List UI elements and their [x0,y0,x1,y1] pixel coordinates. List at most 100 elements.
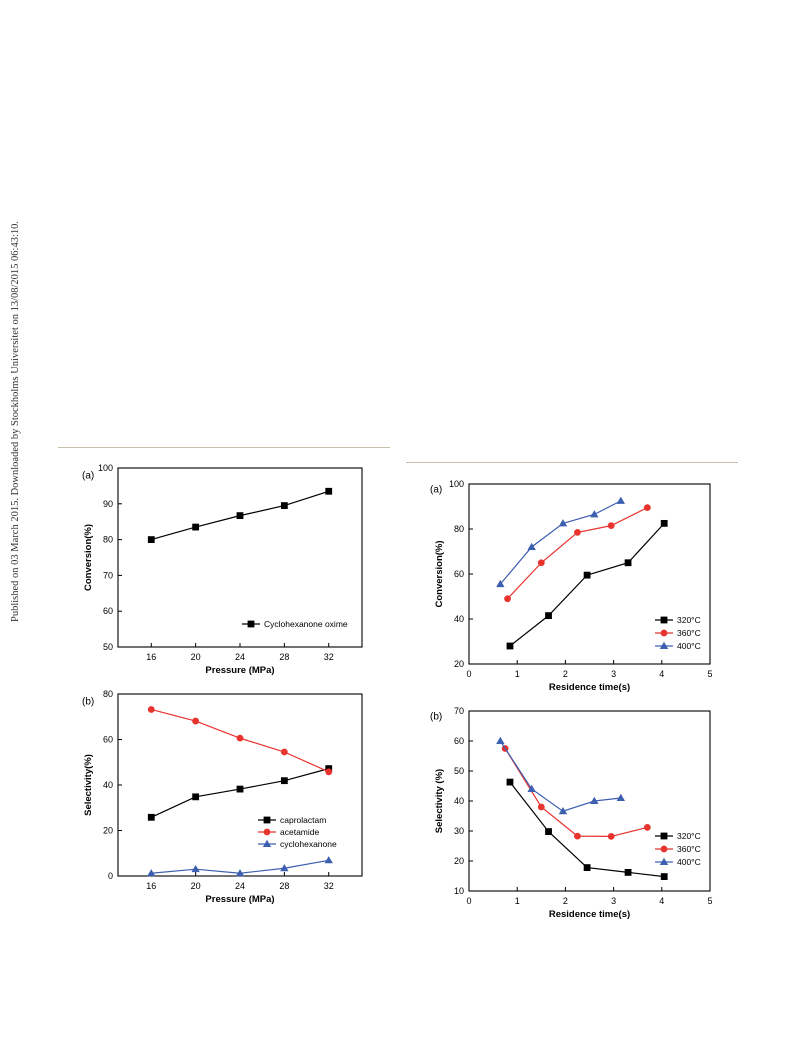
x-tick-label: 0 [466,896,471,906]
y-tick-label: 70 [103,570,113,580]
data-point [325,487,333,495]
series-line [499,740,621,812]
left-divider-rule [58,447,390,448]
panel-label: (b) [430,711,442,722]
y-tick-label: 50 [454,766,464,776]
data-point [583,864,591,871]
x-tick-label: 24 [235,881,245,891]
x-tick-label: 28 [279,881,289,891]
y-axis-label: Conversion(%) [434,540,445,607]
data-point [558,519,568,527]
x-tick-label: 5 [707,669,712,679]
y-tick-label: 80 [454,524,464,534]
plot-frame [468,710,711,892]
data-point [147,536,155,543]
x-axis-label: Residence time(s) [549,909,630,920]
panel-label: (a) [82,470,94,481]
data-point [537,559,545,567]
legend-marker [660,845,668,853]
data-point [147,813,155,821]
y-tick-label: 50 [103,642,113,652]
legend-marker [660,616,668,624]
x-tick-label: 4 [659,669,664,679]
data-point [280,502,288,509]
y-tick-label: 60 [103,735,113,745]
data-point [574,832,581,840]
legend-label: cyclohexanone [280,839,337,849]
panel-label: (b) [82,696,94,707]
x-tick-label: 20 [191,652,201,662]
legend-marker [659,857,669,865]
x-tick-label: 4 [659,896,664,906]
legend-label: acetamide [280,827,319,837]
legend-marker [247,620,255,628]
data-point [496,579,505,588]
y-tick-label: 30 [454,826,464,836]
data-point [545,828,552,835]
data-point [325,768,333,776]
x-tick-label: 5 [707,896,712,906]
data-point [660,873,668,880]
legend-label: 320°C [677,831,701,841]
x-tick-label: 2 [563,896,568,906]
data-point [624,559,632,567]
x-tick-label: 28 [279,652,289,662]
y-tick-label: 20 [454,856,464,866]
y-tick-label: 40 [454,614,464,624]
data-point [607,522,615,530]
data-point [506,642,514,650]
data-point [660,519,668,527]
data-point [280,777,288,785]
data-point [590,510,599,518]
x-tick-label: 3 [611,896,616,906]
data-point [624,869,632,876]
data-point [506,778,514,786]
legend-label: 360°C [677,628,701,638]
data-point [191,864,200,873]
x-axis-label: Residence time(s) [549,682,630,693]
data-point [192,523,200,531]
data-point [192,793,200,801]
y-axis-label: Selectivity(%) [83,754,94,816]
y-axis-label: Conversion(%) [83,524,94,591]
y-tick-label: 70 [454,706,464,716]
legend-label: Cyclohexanone oxime [264,619,348,629]
data-point [527,542,536,550]
data-point [574,528,581,536]
data-point [236,785,244,793]
legend-label: 360°C [677,844,701,854]
x-tick-label: 3 [611,669,616,679]
y-tick-label: 90 [103,499,113,509]
data-point [643,824,651,831]
y-tick-label: 40 [103,780,113,790]
data-point [537,803,545,811]
y-tick-label: 20 [454,659,464,669]
data-point [607,833,615,840]
y-tick-label: 0 [108,871,113,881]
x-axis-label: Pressure (MPa) [205,665,274,676]
y-tick-label: 100 [98,463,113,473]
y-tick-label: 60 [454,736,464,746]
data-point [545,612,552,620]
legend-label: caprolactam [280,815,326,825]
legend-marker [263,816,271,824]
data-point [236,734,244,742]
data-point [616,496,626,504]
legend-marker [262,839,272,847]
x-tick-label: 1 [515,669,520,679]
x-tick-label: 16 [146,881,156,891]
data-point [236,512,244,520]
data-point [643,504,651,512]
legend-marker [263,828,271,836]
x-tick-label: 16 [146,652,156,662]
data-point [583,571,591,579]
legend-label: 400°C [677,641,701,651]
y-tick-label: 60 [454,569,464,579]
data-point [527,784,536,792]
right-divider-rule [406,462,738,463]
legend-label: 400°C [677,857,701,867]
data-point [235,869,245,877]
y-tick-label: 60 [103,606,113,616]
